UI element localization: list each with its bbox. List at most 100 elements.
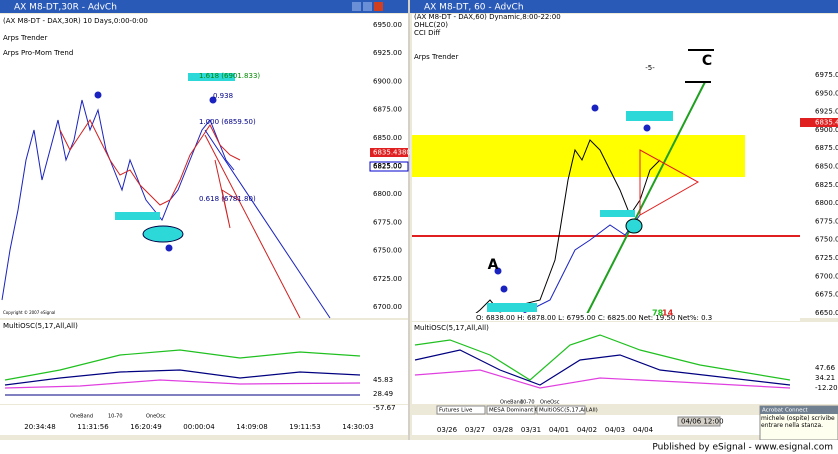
price-label: 6700.00: [373, 303, 402, 311]
tab-strip: [412, 405, 800, 415]
wave-marker: [500, 285, 508, 293]
tab-label: MESA Dominant Cycle: [489, 408, 551, 414]
price-label: 6800.00: [815, 199, 838, 207]
wave-marker: [209, 96, 217, 104]
date-label: 03/28: [493, 426, 513, 434]
osc-tag: 10-70: [520, 400, 535, 406]
time-label: 16:20:49: [130, 423, 161, 431]
last-price-box: [800, 118, 838, 127]
price-label: 6775.00: [373, 218, 402, 226]
osc-label: 28.49: [373, 390, 393, 398]
wave-marker: [643, 124, 651, 132]
close-button[interactable]: [374, 2, 383, 11]
minimize-button[interactable]: [352, 2, 361, 11]
right-title: AX M8-DT, 60 - AdvCh: [424, 3, 524, 13]
popup-message: michele (ospite) scrivibe entrare nella …: [761, 415, 835, 429]
osc-label: 47.66: [815, 364, 836, 372]
arrow: [214, 159, 239, 229]
price-label: 6700.00: [815, 272, 838, 280]
ohlc-readout: O: 6838.00 H: 6878.00 L: 6795.00 C: 6825…: [476, 314, 712, 322]
zone-ellipse: [625, 218, 643, 234]
price-label: 6875.00: [815, 144, 838, 152]
popup-titlebar: [760, 406, 838, 414]
price-label: 6775.00: [815, 217, 838, 225]
channel-line: [204, 134, 301, 319]
price-label: 6850.00: [373, 134, 402, 142]
price-label: 6750.00: [373, 247, 402, 255]
price-label: 6975.00: [815, 71, 838, 79]
popup-body: michele (ospite) scrivibe entrare nella …: [761, 415, 835, 429]
osc-label: 34.21: [815, 374, 835, 382]
target-box: [487, 303, 537, 312]
price-label: 6875.00: [373, 106, 402, 114]
osc-line: [414, 369, 791, 389]
study-label: Arps Pro-Mom Trend: [3, 49, 73, 57]
study-label: Arps Trender: [3, 34, 47, 42]
left-title: AX M8-DT,30R - AdvCh: [14, 3, 117, 13]
footer: Published by eSignal - www.esignal.com: [652, 443, 833, 453]
last-price: 6835.43808: [373, 149, 415, 157]
osc-label: 45.83: [373, 376, 393, 384]
count-label: 14: [662, 309, 674, 318]
popup-title: Acrobat Connect: [762, 408, 809, 414]
right-osc-title: MultiOSC(5,17,All,All): [414, 324, 489, 332]
last-price-box: [370, 148, 408, 157]
tab[interactable]: [486, 405, 536, 415]
price-label: 6925.00: [815, 108, 838, 116]
wave-marker: [94, 91, 102, 99]
target-box: [626, 111, 673, 121]
date-label: 04/03: [605, 426, 625, 434]
wave-label: -5-: [645, 64, 655, 72]
price-label: 6675.00: [815, 291, 838, 299]
tab[interactable]: [536, 405, 586, 415]
tab-label: Futures Live: [439, 408, 473, 414]
right-osc-pane: [412, 322, 800, 404]
price-label: 6950.00: [815, 89, 838, 97]
left-titlebar: [0, 0, 408, 13]
osc-tag: OneOsc: [540, 400, 560, 406]
right-titlebar: [410, 0, 838, 13]
time-label: 00:00:04: [183, 423, 215, 431]
price-label: 6950.00: [373, 21, 402, 29]
price-label: 6850.00: [815, 163, 838, 171]
wave-marker: [591, 104, 599, 112]
time-label: 20:34:48: [24, 423, 55, 431]
study-label: CCI Diff: [414, 29, 440, 37]
study-label: OHLC(20): [414, 21, 448, 29]
tab[interactable]: [436, 405, 486, 415]
date-label: 03/26: [437, 426, 458, 434]
target-box: [188, 73, 235, 81]
time-label: 19:11:53: [289, 423, 320, 431]
channel-line: [204, 129, 331, 319]
left-header: (AX M8-DT - DAX,30R) 10 Days,0:00-0:00: [3, 17, 148, 25]
count-label: 78: [652, 309, 664, 318]
osc-tag: OneBand: [500, 400, 523, 406]
osc-tag: OneBand: [70, 414, 93, 420]
price-label: 6925.00: [373, 49, 402, 57]
wave-label: C: [702, 53, 712, 69]
last-close: 6825.00: [373, 163, 402, 171]
left-osc-pane: [0, 320, 370, 404]
last-close-box: [369, 161, 409, 172]
last-price: 6835.43: [815, 119, 838, 127]
wave-marker: [165, 244, 173, 252]
date-label: 04/02: [577, 426, 597, 434]
osc-label: -57.67: [373, 404, 396, 412]
cursor-time-box: [677, 416, 721, 427]
osc-line: [4, 349, 361, 381]
zone-band: [412, 135, 745, 177]
osc-tag: OneOsc: [146, 414, 166, 420]
fib-annotation: 1.000 (6859.50): [199, 118, 256, 126]
price-label: 6750.00: [815, 236, 838, 244]
tab-label: MultiOSC(5,17,All,All): [539, 408, 598, 414]
left-osc-title: MultiOSC(5,17,All,All): [3, 322, 78, 330]
price-label: 6650.00: [815, 309, 838, 317]
time-label: 11:31:56: [77, 423, 109, 431]
osc-line: [414, 334, 791, 381]
osc-line: [4, 379, 361, 389]
time-label: 14:30:03: [342, 423, 373, 431]
arrow: [639, 149, 700, 216]
left-osc-axis: [370, 320, 408, 404]
date-label: 03/27: [465, 426, 485, 434]
maximize-button[interactable]: [363, 2, 372, 11]
